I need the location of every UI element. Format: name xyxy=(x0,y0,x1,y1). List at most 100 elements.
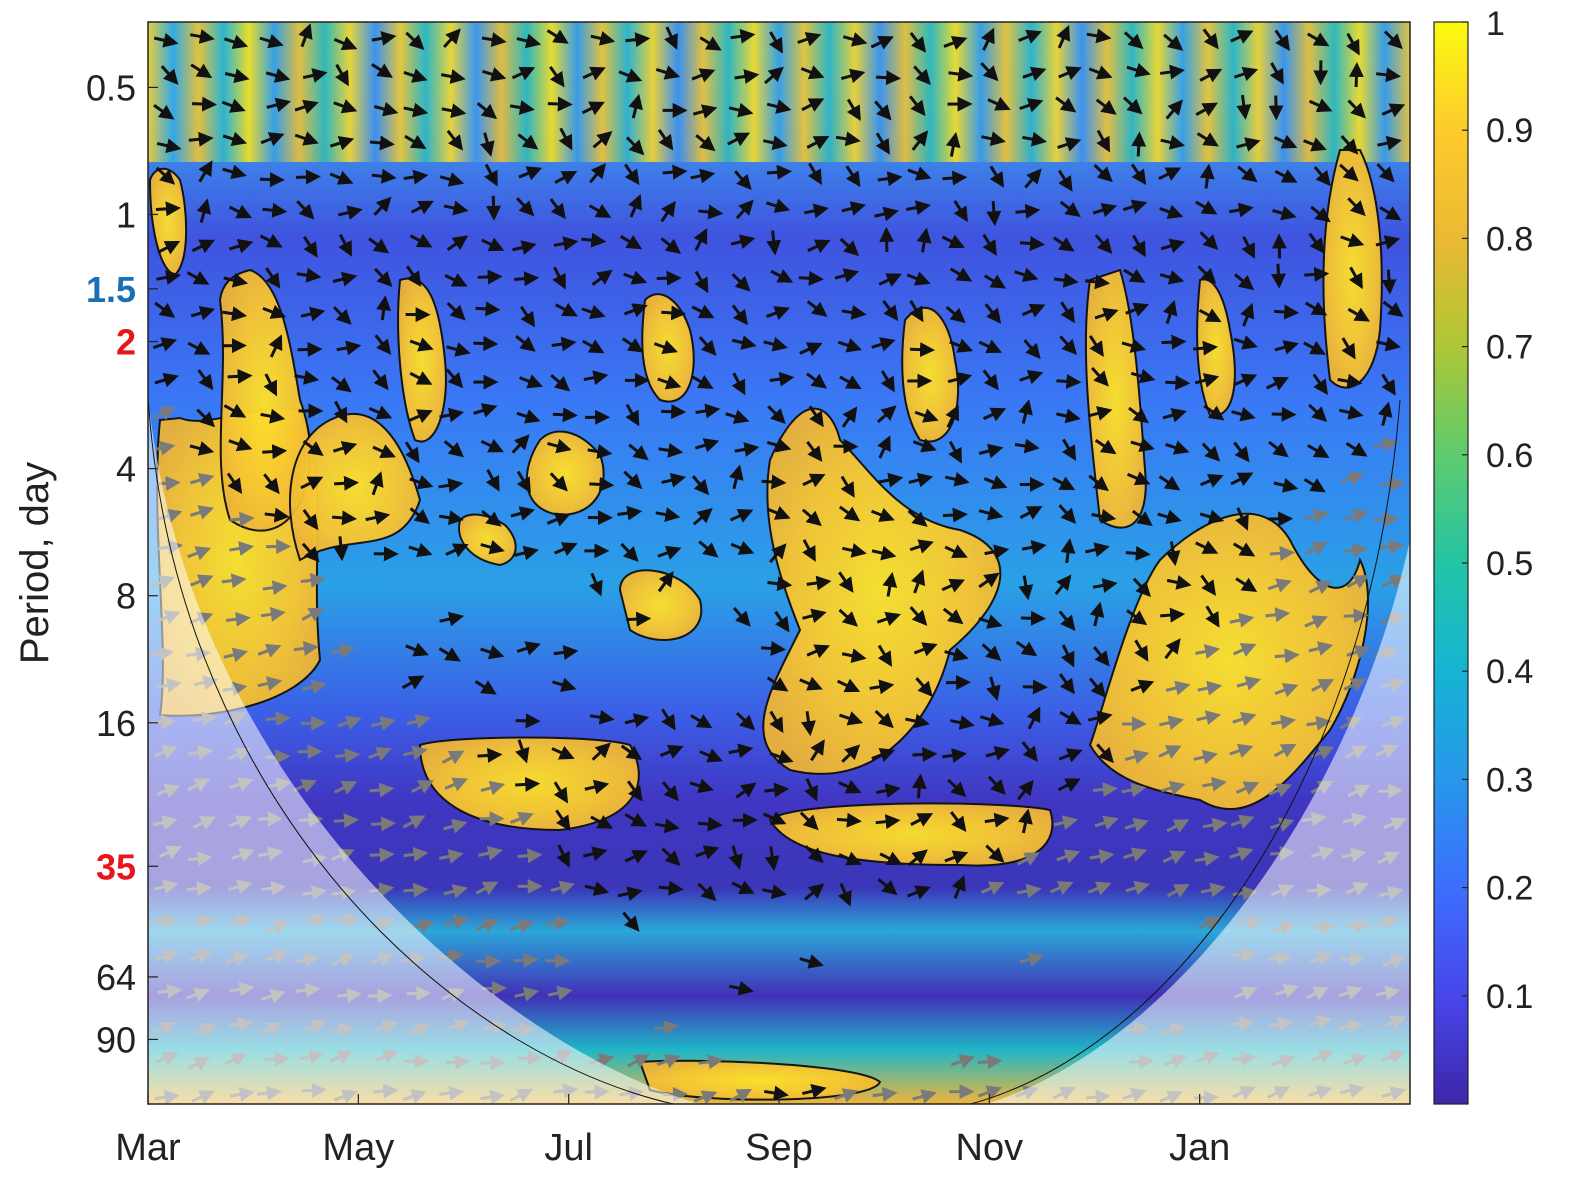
phase-arrow xyxy=(1230,814,1255,829)
phase-arrow xyxy=(1268,783,1292,798)
phase-arrow xyxy=(294,131,319,146)
phase-arrow xyxy=(735,199,754,220)
phase-arrow xyxy=(735,712,756,731)
phase-arrow xyxy=(373,101,399,117)
phase-arrow xyxy=(987,96,1011,111)
phase-arrow xyxy=(1229,743,1254,758)
phase-arrow xyxy=(942,170,968,186)
phase-arrow xyxy=(404,134,427,150)
phase-arrow xyxy=(1019,506,1043,520)
significant-region xyxy=(397,277,447,443)
phase-arrow xyxy=(1160,607,1186,623)
phase-arrow xyxy=(870,507,895,522)
phase-arrow xyxy=(838,711,864,726)
phase-arrow xyxy=(477,747,503,763)
phase-arrow xyxy=(546,512,571,527)
phase-arrow xyxy=(589,476,615,492)
phase-arrow xyxy=(1087,406,1113,421)
phase-arrow xyxy=(1091,366,1109,387)
phase-arrow xyxy=(916,227,932,253)
phase-arrow xyxy=(222,164,247,180)
colorbar-tick-label: 0.9 xyxy=(1486,112,1533,150)
phase-arrow xyxy=(475,301,501,317)
phase-arrow xyxy=(1233,335,1258,350)
phase-arrow xyxy=(657,545,682,560)
phase-arrow xyxy=(298,23,313,48)
phase-arrow xyxy=(581,101,605,116)
phase-arrow xyxy=(371,716,396,731)
phase-arrow xyxy=(692,104,718,119)
phase-arrow xyxy=(909,606,928,626)
phase-arrow xyxy=(1195,540,1219,554)
phase-arrow xyxy=(558,127,573,151)
phase-arrow xyxy=(1060,301,1075,324)
phase-arrow xyxy=(555,809,571,832)
phase-arrow xyxy=(657,571,674,593)
phase-arrow xyxy=(514,545,539,561)
phase-arrow xyxy=(369,471,384,496)
phase-arrow xyxy=(657,375,682,390)
phase-arrow xyxy=(1026,706,1041,730)
phase-arrow xyxy=(978,339,1002,354)
phase-arrow xyxy=(480,539,505,555)
phase-arrow xyxy=(1131,234,1146,258)
phase-arrow xyxy=(846,98,861,122)
phase-arrow xyxy=(446,302,466,321)
phase-arrow xyxy=(694,270,709,294)
phase-arrow xyxy=(1341,337,1356,360)
phase-arrow xyxy=(1308,641,1334,656)
phase-arrow xyxy=(1094,439,1117,455)
phase-arrow xyxy=(801,508,822,527)
phase-arrow xyxy=(511,66,536,81)
phase-arrow xyxy=(1022,66,1047,82)
phase-arrow xyxy=(157,241,181,255)
phase-arrow xyxy=(1197,680,1223,696)
phase-arrow xyxy=(944,471,970,487)
phase-arrow xyxy=(404,441,420,464)
phase-arrow xyxy=(516,409,541,424)
phase-arrow xyxy=(302,509,319,531)
phase-arrow xyxy=(1274,648,1300,664)
phase-arrow xyxy=(1268,440,1289,458)
phase-arrow xyxy=(874,709,894,729)
phase-arrow xyxy=(1058,748,1083,763)
phase-arrow xyxy=(223,272,249,288)
phase-arrow xyxy=(1024,168,1042,189)
phase-arrow xyxy=(1265,607,1291,623)
y-tick-label: 16 xyxy=(96,703,136,744)
phase-arrow xyxy=(659,744,684,759)
phase-arrow xyxy=(228,239,254,254)
phase-arrow xyxy=(1241,235,1255,259)
phase-arrow xyxy=(1379,206,1402,221)
phase-arrow xyxy=(766,99,792,114)
phase-arrow xyxy=(691,475,710,496)
phase-arrow xyxy=(912,747,938,762)
phase-arrow xyxy=(556,844,570,868)
phase-arrow xyxy=(984,303,1002,324)
phase-arrow xyxy=(1202,817,1228,833)
phase-arrow xyxy=(152,406,176,421)
phase-arrow xyxy=(263,473,280,495)
phase-arrow xyxy=(1200,473,1224,488)
phase-arrow xyxy=(766,505,791,520)
phase-arrow xyxy=(189,29,215,44)
phase-arrow xyxy=(874,100,892,121)
phase-arrow xyxy=(1230,30,1254,44)
phase-arrow xyxy=(1348,266,1363,290)
phase-arrow xyxy=(1059,200,1081,217)
phase-arrow xyxy=(1049,881,1074,895)
phase-arrow xyxy=(950,715,975,730)
phase-arrow xyxy=(1194,851,1220,867)
phase-arrow xyxy=(376,295,392,321)
phase-arrow xyxy=(764,1085,789,1101)
phase-arrow xyxy=(515,739,530,764)
phase-arrow xyxy=(877,435,891,459)
phase-arrow xyxy=(907,885,931,900)
phase-arrow xyxy=(334,475,360,491)
phase-arrow xyxy=(727,132,751,147)
phase-arrow xyxy=(439,172,465,187)
phase-arrow xyxy=(731,273,751,292)
y-tick-label: 2 xyxy=(116,322,136,363)
phase-arrow xyxy=(509,100,535,115)
phase-arrow xyxy=(223,647,249,663)
